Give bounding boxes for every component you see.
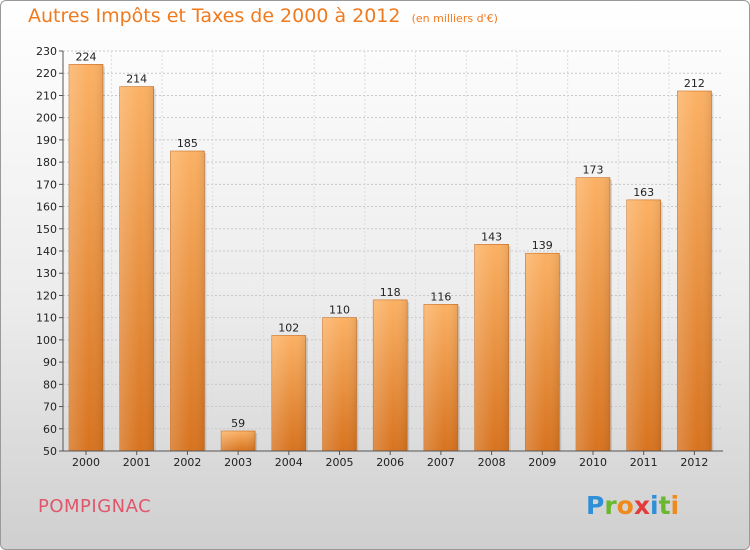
logo-letter: i (670, 491, 680, 520)
x-tick-label: 2006 (376, 456, 404, 469)
y-tick-label: 130 (36, 267, 57, 280)
x-tick-label: 2011 (630, 456, 658, 469)
value-label-2011: 163 (633, 186, 654, 199)
y-tick-label: 100 (36, 334, 57, 347)
y-tick-label: 150 (36, 223, 57, 236)
y-tick-label: 210 (36, 89, 57, 102)
bar-highlight (119, 86, 154, 452)
y-tick-label: 180 (36, 156, 57, 169)
bar-highlight (626, 199, 661, 451)
x-tick-label: 2004 (275, 456, 303, 469)
chart-title: Autres Impôts et Taxes de 2000 à 2012 (28, 5, 401, 27)
title-row: Autres Impôts et Taxes de 2000 à 2012 (e… (28, 5, 498, 27)
bar-highlight (576, 177, 610, 451)
y-tick-label: 70 (43, 401, 57, 414)
place-name: POMPIGNAC (38, 496, 152, 517)
value-label-2001: 214 (126, 73, 147, 86)
logo-letter: t (658, 491, 671, 520)
value-label-2010: 173 (583, 164, 604, 177)
value-label-2009: 139 (532, 239, 553, 252)
bar-highlight (322, 317, 357, 451)
logo-letter: r (604, 491, 617, 520)
value-label-2004: 102 (278, 321, 299, 334)
value-label-2003: 59 (231, 417, 245, 430)
x-tick-label: 2009 (528, 456, 556, 469)
bar-highlight (170, 151, 205, 451)
bars (68, 64, 714, 452)
y-tick-label: 160 (36, 201, 57, 214)
logo-letter: o (616, 491, 634, 520)
bar-highlight (677, 91, 712, 451)
x-tick-label: 2007 (427, 456, 455, 469)
value-label-2012: 212 (684, 77, 705, 90)
value-label-2000: 224 (76, 50, 97, 63)
x-tick-label: 2010 (579, 456, 607, 469)
bar-highlight (373, 299, 408, 451)
logo-letter: P (586, 491, 605, 520)
bar-highlight (474, 244, 509, 451)
axes (59, 50, 723, 455)
value-label-2005: 110 (329, 304, 350, 317)
value-label-2008: 143 (481, 230, 502, 243)
proxiti-logo: Proxiti (586, 491, 679, 520)
y-tick-label: 90 (43, 356, 57, 369)
chart-subtitle: (en milliers d'€) (411, 12, 498, 25)
value-label-2007: 116 (430, 290, 451, 303)
x-tick-label: 2008 (478, 456, 506, 469)
x-tick-label: 2003 (224, 456, 252, 469)
value-label-2006: 118 (380, 286, 401, 299)
y-tick-label: 170 (36, 178, 57, 191)
x-tick-label: 2000 (72, 456, 100, 469)
y-tick-label: 140 (36, 245, 57, 258)
x-tick-label: 2012 (680, 456, 708, 469)
x-tick-label: 2001 (123, 456, 151, 469)
y-tick-label: 120 (36, 289, 57, 302)
logo-letter: i (650, 491, 659, 520)
y-tick-label: 50 (43, 445, 57, 458)
bar-highlight (525, 253, 560, 451)
bar-highlight (69, 64, 103, 452)
labels: 50 60 70 80 90 100 110 120 130 140 150 160 170 180 190… (36, 45, 708, 469)
y-tick-label: 110 (36, 312, 57, 325)
y-tick-label: 60 (43, 423, 57, 436)
y-tick-label: 220 (36, 67, 57, 80)
bar-highlight (423, 304, 458, 451)
bar-highlight (221, 431, 256, 451)
logo-letter: x (633, 491, 650, 520)
x-tick-label: 2005 (326, 456, 354, 469)
y-tick-label: 230 (36, 45, 57, 58)
value-label-2002: 185 (177, 137, 198, 150)
y-tick-label: 80 (43, 378, 57, 391)
y-tick-label: 200 (36, 112, 57, 125)
y-tick-label: 190 (36, 134, 57, 147)
bar-highlight (271, 335, 306, 451)
x-tick-label: 2002 (173, 456, 201, 469)
